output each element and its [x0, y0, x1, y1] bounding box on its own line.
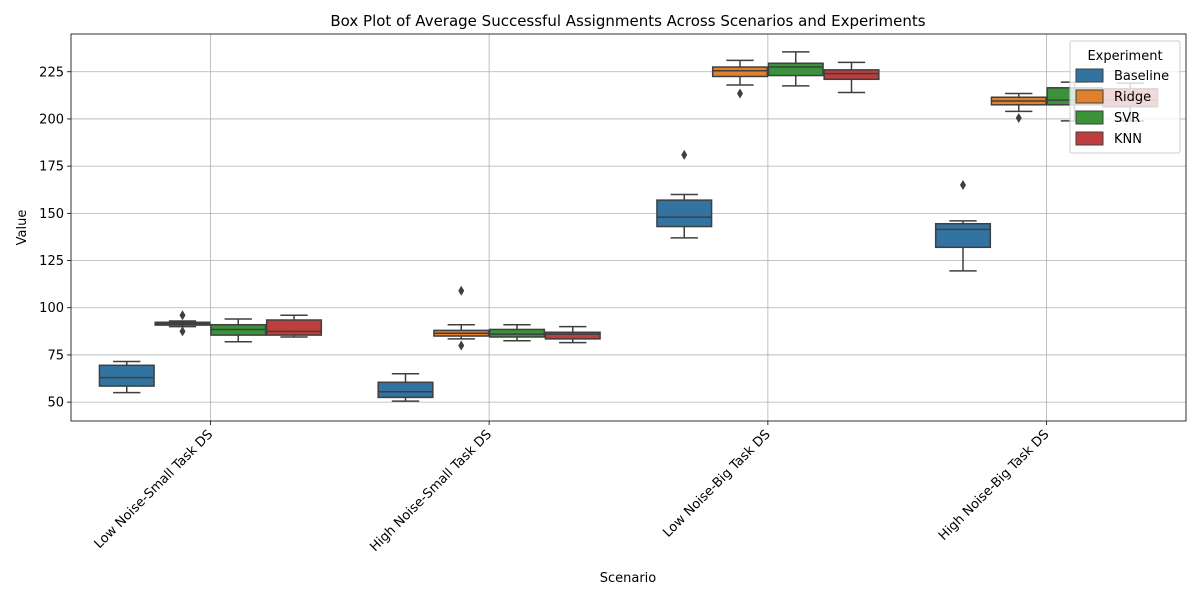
chart-title: Box Plot of Average Successful Assignmen… — [330, 12, 925, 30]
legend-swatch-knn — [1075, 131, 1104, 146]
outlier-marker — [458, 285, 465, 296]
box-body — [934, 222, 992, 249]
y-tick-label: 100 — [39, 301, 64, 316]
y-tick-label: 50 — [47, 396, 64, 411]
box-body — [377, 381, 434, 399]
box-body — [488, 328, 546, 338]
box-knn — [544, 325, 601, 344]
box-ridge — [990, 92, 1047, 124]
box-ridge — [154, 310, 211, 337]
y-tick-label: 125 — [39, 254, 64, 269]
outlier-marker — [179, 310, 186, 321]
outlier-marker — [179, 326, 186, 337]
box-ridge — [433, 285, 490, 351]
box-knn — [265, 314, 323, 338]
axis-layer: 50 75 100 125 150 175 200 225 Low Noise-Small Ta… — [39, 65, 1052, 555]
box-svr — [767, 51, 824, 87]
legend-entries: Baseline Ridge SVR KNN — [1075, 68, 1169, 147]
legend-label-baseline: Baseline — [1114, 69, 1169, 84]
outlier-marker — [458, 340, 465, 351]
box-layer — [98, 51, 1159, 402]
box-svr — [210, 318, 267, 343]
y-tick-label: 75 — [47, 348, 64, 363]
box-body — [823, 69, 880, 81]
box-baseline — [656, 149, 713, 239]
legend-label-knn: KNN — [1114, 132, 1142, 147]
box-body — [711, 66, 769, 78]
x-tick-label: High Noise-Small Task DS — [367, 427, 495, 555]
box-baseline — [98, 360, 155, 394]
legend-label-svr: SVR — [1114, 111, 1140, 126]
box-baseline — [377, 373, 434, 402]
box-ridge — [711, 59, 769, 99]
y-axis-label: Value — [15, 210, 30, 246]
outlier-marker — [681, 149, 688, 160]
outlier-marker — [737, 88, 743, 99]
box-knn — [823, 61, 880, 94]
box-body — [544, 331, 601, 340]
grid-layer — [71, 34, 1186, 421]
plot-area-frame — [70, 33, 1187, 422]
outlier-marker — [960, 180, 966, 191]
box-body — [767, 62, 824, 77]
x-tick-label: High Noise-Big Task DS — [936, 427, 1052, 543]
y-tick-label: 225 — [39, 65, 64, 80]
legend-swatch-svr — [1075, 110, 1104, 125]
legend: Experiment Baseline Ridge SVR KNN — [1069, 40, 1181, 154]
box-baseline — [934, 180, 992, 272]
legend-title: Experiment — [1087, 49, 1162, 64]
y-tick-label: 150 — [39, 207, 64, 222]
x-tick-label: Low Noise-Big Task DS — [660, 427, 773, 540]
x-tick-label: Low Noise-Small Task DS — [92, 427, 217, 552]
y-tick-label: 200 — [39, 112, 64, 127]
y-tick-label: 175 — [39, 160, 64, 175]
legend-label-ridge: Ridge — [1114, 90, 1151, 105]
legend-swatch-ridge — [1075, 89, 1104, 104]
outlier-marker — [1015, 113, 1022, 124]
x-axis-label: Scenario — [600, 571, 657, 586]
box-body — [98, 364, 155, 387]
box-body — [656, 199, 713, 228]
legend-swatch-baseline — [1075, 68, 1104, 83]
box-svr — [488, 323, 546, 342]
box-body — [265, 319, 323, 336]
